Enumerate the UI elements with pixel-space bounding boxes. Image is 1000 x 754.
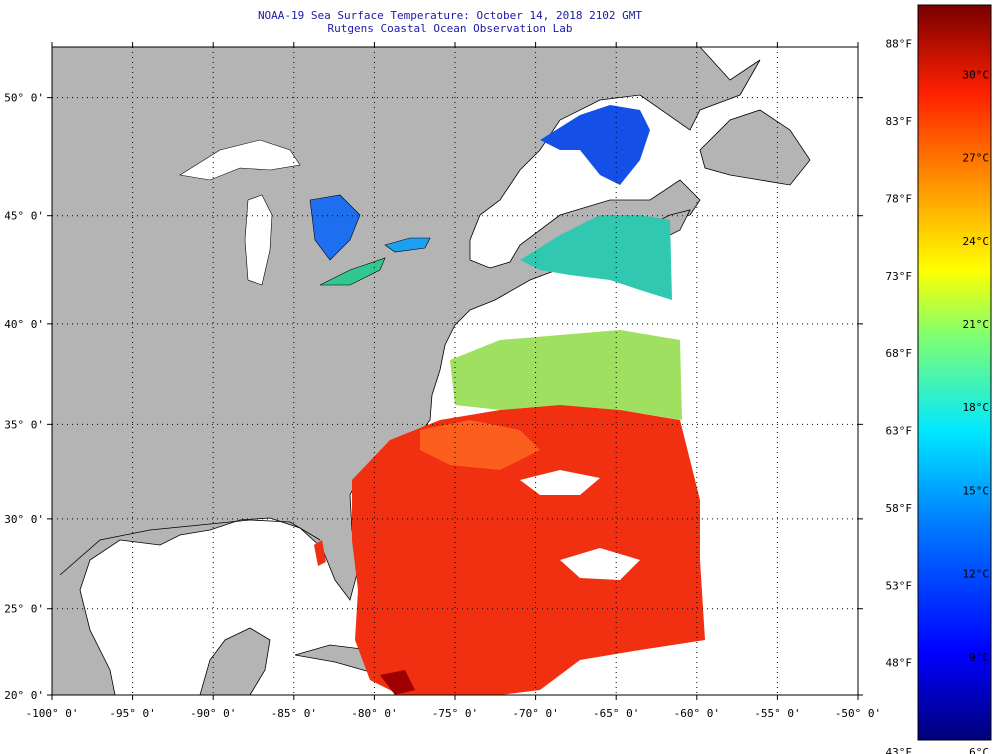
sst-warm-atlantic	[352, 405, 705, 695]
land-yucatan	[199, 627, 271, 695]
lon-tick-label: -90° 0'	[190, 707, 236, 720]
lon-tick-label: -65° 0'	[593, 707, 639, 720]
cloud-patch	[520, 470, 600, 495]
colorbar-f-label: 78°F	[886, 192, 913, 205]
sst-gulf-of-maine	[520, 215, 672, 300]
colorbar-f-label: 63°F	[886, 425, 913, 438]
lake-superior	[179, 139, 301, 181]
sst-dark-red-patch	[380, 670, 415, 695]
colorbar-f-label: 73°F	[886, 270, 913, 283]
colorbar-c-label: 12°C	[963, 568, 990, 581]
colorbar-c-label: 15°C	[963, 484, 990, 497]
colorbar-f-label: 58°F	[886, 502, 913, 515]
lat-tick-label: 45° 0'	[4, 210, 44, 223]
lat-tick-label: 35° 0'	[4, 418, 44, 431]
lat-tick-label: 40° 0'	[4, 318, 44, 331]
colorbar-fahrenheit-labels: 88°F 83°F 78°F 73°F 68°F 63°F 58°F 53°F 48°F 43°F	[886, 38, 913, 754]
lat-tick-label: 30° 0'	[4, 513, 44, 526]
sst-gulf-st-lawrence	[540, 105, 650, 185]
colorbar-f-label: 68°F	[886, 347, 913, 360]
colorbar-f-label: 88°F	[886, 38, 913, 51]
lon-tick-label: -70° 0'	[512, 707, 558, 720]
longitude-axis: -100° 0' -95° 0' -90° 0' -85° 0' -80° 0' -75°…	[26, 42, 881, 720]
lon-tick-label: -55° 0'	[754, 707, 800, 720]
colorbar-f-label: 43°F	[886, 746, 913, 754]
colorbar-f-label: 48°F	[886, 657, 913, 670]
sst-orange-patch	[420, 420, 540, 470]
map-title: NOAA-19 Sea Surface Temperature: October…	[257, 9, 643, 22]
cloud-patch	[560, 548, 640, 580]
lon-tick-label: -100° 0'	[26, 707, 79, 720]
latitude-axis: 20° 0' 25° 0' 30° 0' 35° 0' 40° 0' 45° 0' 50° …	[4, 92, 863, 702]
colorbar-c-label: 27°C	[963, 152, 990, 165]
colorbar-celsius-labels: 30°C 27°C 24°C 21°C 18°C 15°C 12°C 9°C 6°C	[963, 68, 990, 754]
sst-mid-atlantic	[450, 330, 682, 420]
colorbar-f-label: 53°F	[886, 579, 913, 592]
gulf-coastline	[59, 519, 321, 576]
lon-tick-label: -85° 0'	[271, 707, 317, 720]
colorbar-f-label: 83°F	[886, 115, 913, 128]
lon-tick-label: -50° 0'	[835, 707, 881, 720]
colorbar-c-label: 24°C	[963, 235, 990, 248]
lake-erie	[319, 257, 386, 286]
land-newfoundland	[699, 109, 811, 186]
lon-tick-label: -75° 0'	[432, 707, 478, 720]
lat-tick-label: 50° 0'	[4, 92, 44, 105]
lat-tick-label: 25° 0'	[4, 603, 44, 616]
colorbar-c-label: 21°C	[963, 318, 990, 331]
lon-tick-label: -60° 0'	[674, 707, 720, 720]
lat-tick-label: 20° 0'	[4, 689, 44, 702]
map-subtitle: Rutgens Coastal Ocean Observation Lab	[327, 22, 573, 35]
colorbar-c-label: 30°C	[963, 68, 990, 81]
map-grid	[52, 47, 858, 695]
colorbar	[917, 4, 992, 741]
lake-ontario	[384, 237, 431, 253]
lake-huron	[309, 194, 361, 261]
colorbar-c-label: 6°C	[969, 746, 989, 754]
colorbar-c-label: 9°C	[969, 651, 989, 664]
sst-gulf-coast-spot	[314, 540, 326, 566]
lon-tick-label: -80° 0'	[351, 707, 397, 720]
lake-michigan	[244, 194, 273, 286]
colorbar-c-label: 18°C	[963, 401, 990, 414]
lon-tick-label: -95° 0'	[109, 707, 155, 720]
